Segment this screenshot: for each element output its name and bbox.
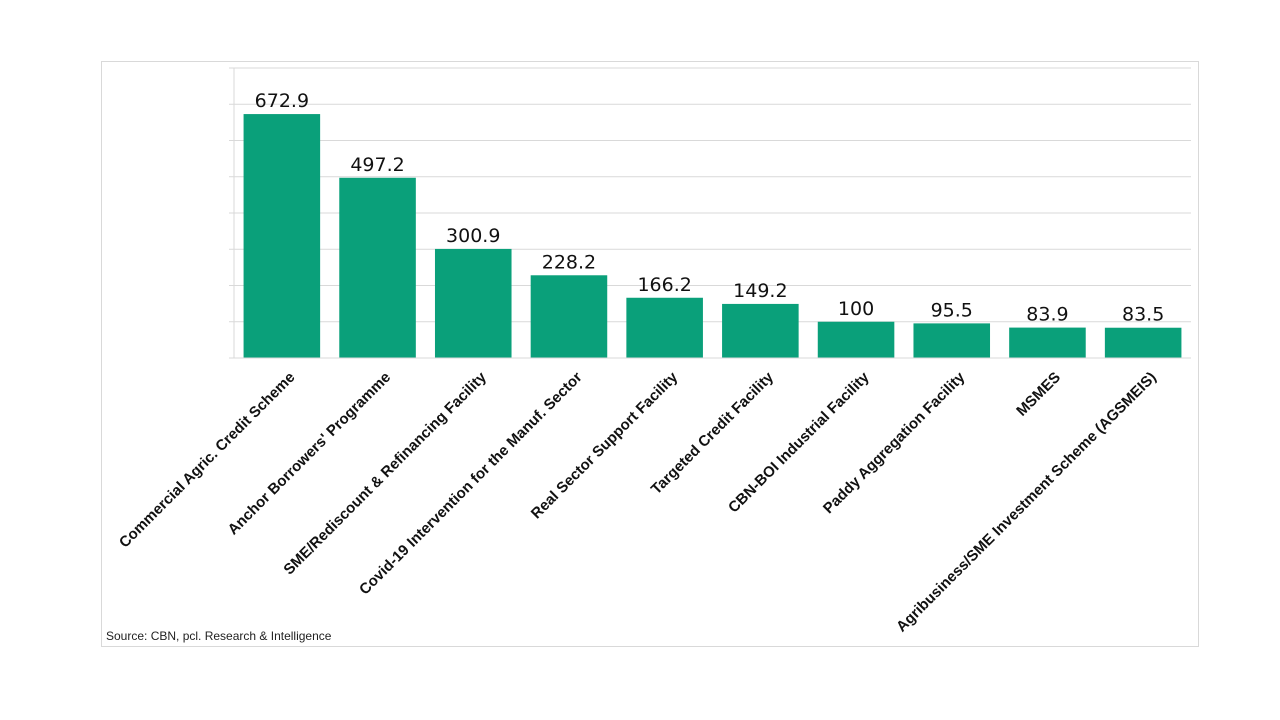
bar xyxy=(817,321,895,358)
bar xyxy=(626,297,703,358)
x-tick-label: Commercial Agric. Credit Scheme xyxy=(116,369,299,552)
bar xyxy=(243,114,321,358)
bar xyxy=(913,323,991,358)
data-label: 672.9 xyxy=(255,90,309,112)
data-label: 300.9 xyxy=(446,225,500,247)
x-tick-label: Covid-19 Intervention for the Manuf. Sec… xyxy=(356,369,586,599)
bar xyxy=(1009,327,1086,358)
data-label: 100 xyxy=(838,298,874,320)
data-label: 95.5 xyxy=(931,299,973,321)
x-tick-label: MSMES xyxy=(1013,369,1064,420)
source-note: Source: CBN, pcl. Research & Intelligenc… xyxy=(106,629,332,643)
data-label: 83.9 xyxy=(1026,304,1068,326)
bar xyxy=(339,177,416,358)
x-tick-label: SME/Rediscount & Refinancing Facility xyxy=(280,368,490,578)
bar xyxy=(722,303,799,358)
data-label: 149.2 xyxy=(733,280,787,302)
bar xyxy=(530,275,608,358)
data-label: 166.2 xyxy=(637,274,691,296)
data-label: 228.2 xyxy=(542,251,596,273)
data-label: 83.5 xyxy=(1122,304,1164,326)
data-label: 497.2 xyxy=(350,154,404,176)
x-tick-label: Anchor Borrowers' Programme xyxy=(225,369,395,539)
bar xyxy=(1104,327,1182,358)
bar xyxy=(434,248,512,358)
